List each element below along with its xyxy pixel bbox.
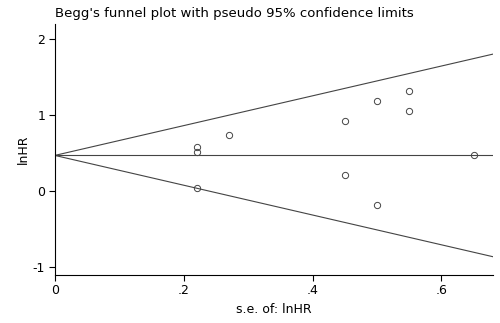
Text: Begg's funnel plot with pseudo 95% confidence limits: Begg's funnel plot with pseudo 95% confi… bbox=[55, 7, 414, 20]
X-axis label: s.e. of: lnHR: s.e. of: lnHR bbox=[236, 303, 312, 316]
Y-axis label: lnHR: lnHR bbox=[17, 135, 30, 164]
